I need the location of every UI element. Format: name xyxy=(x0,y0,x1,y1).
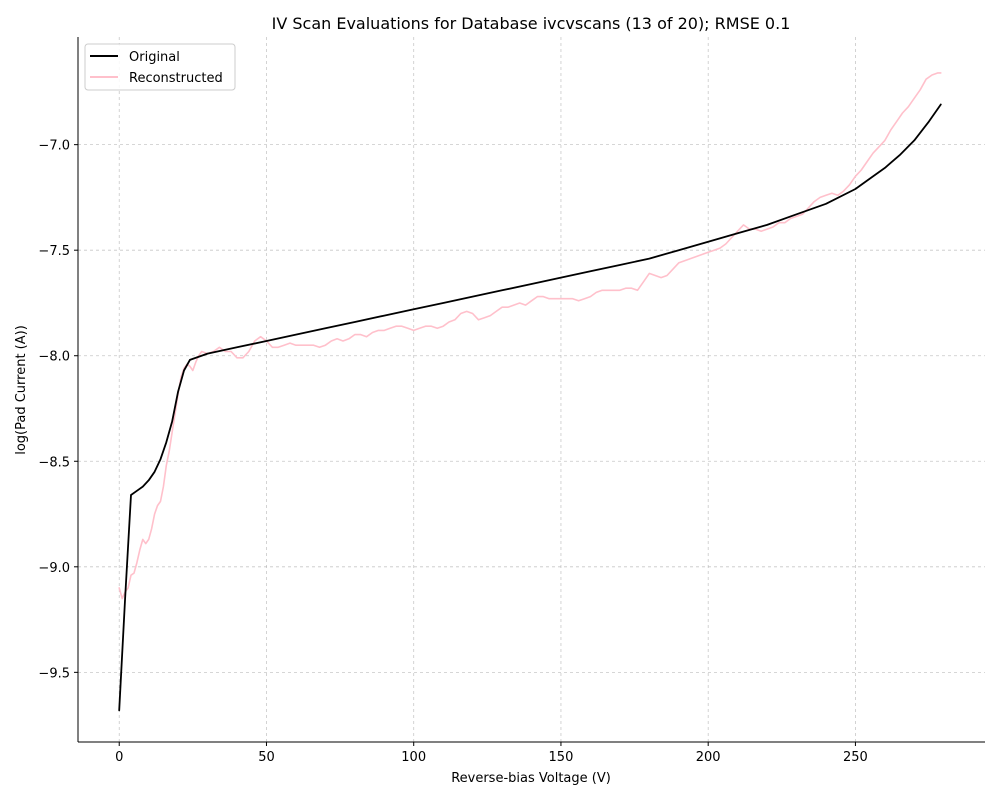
legend-label-original: Original xyxy=(129,50,180,65)
legend-label-reconstructed: Reconstructed xyxy=(129,71,223,86)
x-tick-label: 150 xyxy=(549,750,574,765)
y-tick-label: −7.0 xyxy=(38,139,70,154)
x-axis-label: Reverse-bias Voltage (V) xyxy=(451,771,611,786)
legend: Original Reconstructed xyxy=(85,44,235,90)
y-tick-label: −8.0 xyxy=(38,350,70,365)
y-tick-label: −8.5 xyxy=(38,455,70,470)
x-tick-label: 0 xyxy=(115,750,123,765)
y-tick-label: −7.5 xyxy=(38,244,70,259)
chart-title: IV Scan Evaluations for Database ivcvsca… xyxy=(272,14,791,33)
x-tick-label: 250 xyxy=(843,750,868,765)
y-tick-label: −9.5 xyxy=(38,666,70,681)
y-tick-label: −9.0 xyxy=(38,561,70,576)
y-axis-label: log(Pad Current (A)) xyxy=(14,325,29,455)
x-tick-label: 50 xyxy=(258,750,275,765)
x-tick-label: 200 xyxy=(696,750,721,765)
x-tick-label: 100 xyxy=(401,750,426,765)
